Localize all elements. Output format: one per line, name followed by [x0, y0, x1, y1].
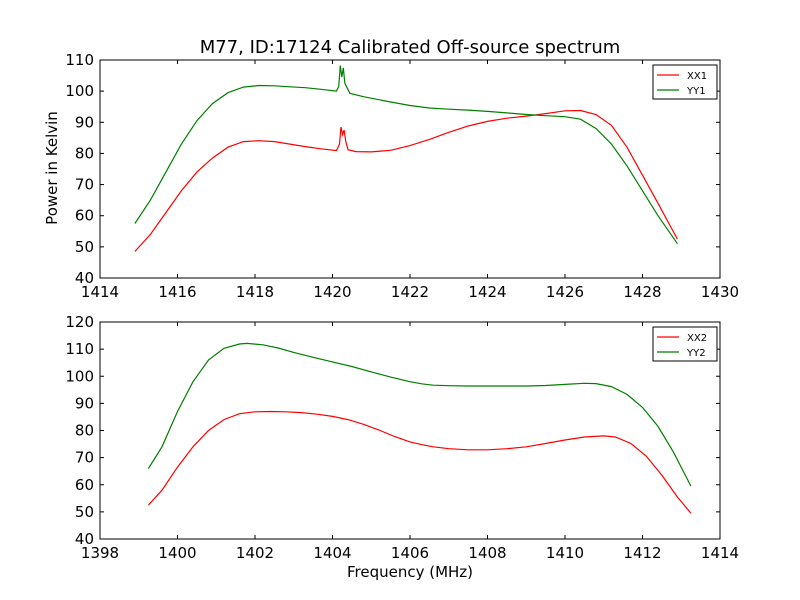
top-y-tick-label: 90 [75, 113, 94, 131]
bottom-series-xx2-line [147, 410, 692, 514]
bottom-y-tick-label: 40 [75, 530, 94, 548]
bottom-x-tick-label: 1414 [701, 544, 739, 562]
bottom-y-tick-label: 110 [65, 340, 94, 358]
top-x-tick-label: 1414 [81, 283, 119, 301]
bottom-x-tick-label: 1402 [236, 544, 274, 562]
bottom-y-tick-label: 80 [75, 422, 94, 440]
top-y-tick-label: 50 [75, 238, 94, 256]
top-x-tick-label: 1424 [468, 283, 506, 301]
bottom-panel: 1398 1400 1402 1404 1406 1408 1410 1412 1414 40 50… [65, 313, 739, 562]
bottom-legend-label-xx2: XX2 [687, 333, 707, 344]
bottom-y-tick-label: 60 [75, 476, 94, 494]
chart-title: M77, ID:17124 Calibrated Off-source spec… [200, 37, 621, 58]
top-legend-label-xx1: XX1 [687, 71, 707, 82]
top-y-tick-label: 40 [75, 269, 94, 287]
bottom-x-tick-label: 1404 [313, 544, 351, 562]
top-x-tick-label: 1430 [701, 283, 739, 301]
bottom-x-tick-label: 1400 [158, 544, 196, 562]
top-y-tick-label: 80 [75, 144, 94, 162]
bottom-x-tick-label: 1410 [546, 544, 584, 562]
top-x-tick-label: 1416 [158, 283, 196, 301]
bottom-x-tick-label: 1408 [468, 544, 506, 562]
top-y-tick-label: 60 [75, 207, 94, 225]
bottom-legend-label-yy2: YY2 [686, 348, 706, 359]
bottom-x-tick-label: 1398 [81, 544, 119, 562]
x-axis-label: Frequency (MHz) [347, 563, 473, 581]
top-legend-box [652, 64, 718, 100]
bottom-y-tick-label: 50 [75, 503, 94, 521]
bottom-legend-box [652, 326, 718, 362]
top-x-tick-label: 1426 [546, 283, 584, 301]
top-series-xx1-line [134, 109, 678, 252]
bottom-y-tick-label: 100 [65, 367, 94, 385]
bottom-series-yy2-line [147, 342, 692, 487]
bottom-x-tick-label: 1406 [391, 544, 429, 562]
top-x-tick-label: 1428 [623, 283, 661, 301]
top-x-tick-label: 1420 [313, 283, 351, 301]
top-series-yy1-line [134, 65, 678, 245]
y-axis-label: Power in Kelvin [43, 111, 61, 225]
bottom-axes-frame [99, 321, 721, 540]
bottom-y-tick-label: 120 [65, 313, 94, 331]
bottom-y-tick-label: 70 [75, 449, 94, 467]
top-x-tick-label: 1418 [236, 283, 274, 301]
bottom-y-tick-label: 90 [75, 394, 94, 412]
top-axes-frame [99, 59, 721, 279]
top-legend-label-yy1: YY1 [686, 86, 706, 97]
top-panel: 1414 1416 1418 1420 1422 1424 1426 1428 1430 40 50… [65, 51, 739, 301]
bottom-x-tick-label: 1412 [623, 544, 661, 562]
top-y-tick-label: 70 [75, 176, 94, 194]
top-x-tick-label: 1422 [391, 283, 429, 301]
top-y-tick-label: 110 [65, 51, 94, 69]
top-y-tick-label: 100 [65, 82, 94, 100]
